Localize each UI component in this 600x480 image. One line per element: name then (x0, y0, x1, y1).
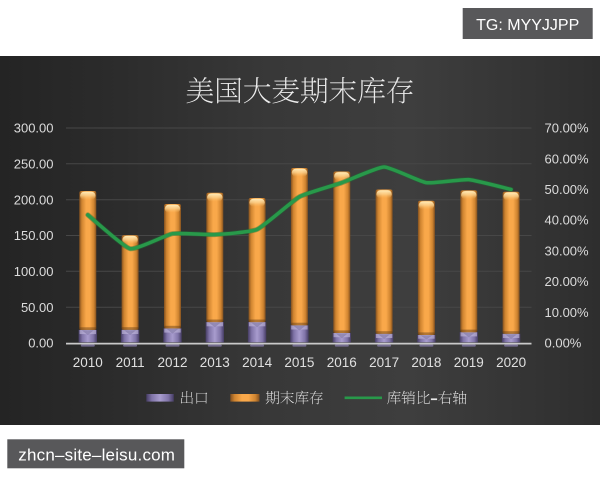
svg-text:2013: 2013 (200, 355, 230, 370)
svg-text:2018: 2018 (411, 355, 441, 370)
svg-text:TG: MYYJJPP: TG: MYYJJPP (476, 17, 579, 34)
svg-text:0.00: 0.00 (28, 336, 53, 351)
svg-text:10.00%: 10.00% (545, 305, 590, 320)
svg-text:100.00: 100.00 (14, 264, 54, 279)
svg-text:60.00%: 60.00% (545, 151, 590, 166)
svg-text:70.00%: 70.00% (545, 121, 590, 136)
svg-text:50.00: 50.00 (21, 300, 54, 315)
svg-text:250.00: 250.00 (14, 156, 54, 171)
svg-text:150.00: 150.00 (14, 228, 54, 243)
svg-text:2012: 2012 (157, 355, 187, 370)
svg-text:20.00%: 20.00% (545, 274, 590, 289)
svg-text:0.00%: 0.00% (545, 336, 582, 351)
svg-text:2010: 2010 (73, 355, 103, 370)
svg-text:2014: 2014 (242, 355, 273, 370)
svg-text:zhcn–site–leisu.com: zhcn–site–leisu.com (18, 446, 175, 465)
svg-text:2011: 2011 (116, 355, 145, 370)
svg-text:2016: 2016 (327, 355, 357, 370)
svg-text:2019: 2019 (454, 355, 484, 370)
svg-text:40.00%: 40.00% (545, 213, 590, 228)
svg-text:2020: 2020 (496, 355, 526, 370)
svg-text:200.00: 200.00 (14, 192, 54, 207)
svg-text:50.00%: 50.00% (545, 182, 590, 197)
svg-text:30.00%: 30.00% (545, 244, 590, 259)
svg-text:300.00: 300.00 (14, 121, 54, 136)
svg-text:2015: 2015 (284, 355, 314, 370)
svg-text:2017: 2017 (369, 355, 399, 370)
